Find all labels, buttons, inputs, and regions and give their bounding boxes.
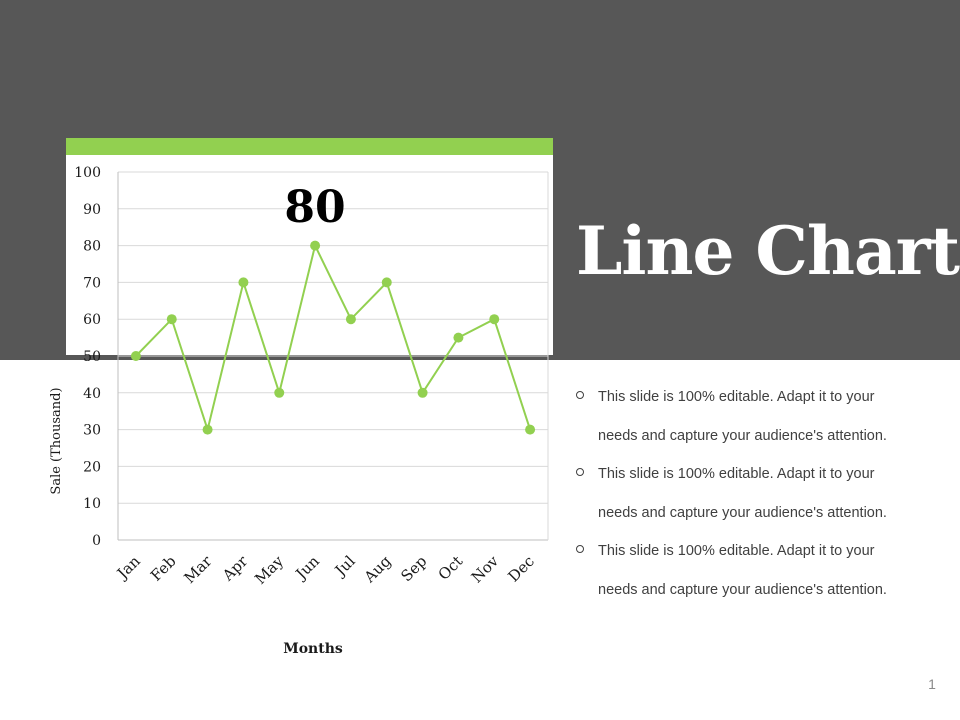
x-tick-label: Dec [504, 552, 537, 585]
peak-callout: 80 [284, 182, 345, 233]
data-point [310, 240, 321, 251]
series-layer [130, 240, 536, 435]
data-point [130, 351, 141, 361]
circle-bullet-icon [576, 468, 584, 476]
bullet-item: This slide is 100% editable. Adapt it to… [576, 532, 946, 609]
axes [117, 172, 549, 541]
x-axis-title: Months [283, 641, 343, 657]
x-tick-label: Jul [330, 552, 359, 581]
bullet-item: This slide is 100% editable. Adapt it to… [576, 455, 946, 532]
data-point [453, 332, 464, 343]
data-point [202, 424, 213, 435]
data-point [166, 314, 177, 325]
data-point [417, 387, 428, 398]
series-line [135, 242, 532, 434]
slide-title: Line Chart [576, 212, 960, 290]
x-tick-label: Oct [435, 552, 467, 584]
data-point [345, 314, 356, 325]
y-tick-label: 20 [83, 459, 101, 475]
circle-bullet-icon [576, 545, 584, 553]
y-tick-label: 80 [83, 239, 101, 255]
y-axis-title: Sale (Thousand) [49, 387, 64, 494]
x-tick-label: Nov [468, 552, 503, 587]
x-tick-label: Mar [180, 552, 216, 588]
data-point [274, 387, 285, 398]
chart-header-bar [66, 138, 553, 155]
y-tick-label: 50 [83, 349, 101, 365]
y-tick-label: 0 [92, 533, 101, 549]
x-tick-label: Sep [397, 552, 430, 585]
bullet-text-line2: needs and capture your audience's attent… [598, 427, 887, 444]
x-tick-label: Apr [218, 552, 252, 586]
bullet-list: This slide is 100% editable. Adapt it to… [576, 378, 946, 609]
x-tick-label: Jun [291, 552, 323, 584]
circle-bullet-icon [576, 391, 584, 399]
x-tick-label: Aug [360, 552, 395, 587]
bullet-item: This slide is 100% editable. Adapt it to… [576, 378, 946, 455]
y-tick-label: 100 [74, 165, 101, 181]
data-point [381, 277, 392, 288]
bullet-text-line1: This slide is 100% editable. Adapt it to… [598, 466, 875, 482]
bullet-text-line1: This slide is 100% editable. Adapt it to… [598, 543, 875, 559]
y-tick-label: 40 [83, 386, 101, 402]
x-tick-label: Jan [112, 552, 144, 584]
y-tick-label: 70 [83, 275, 101, 291]
y-tick-labels: 0 10 20 30 40 50 60 70 80 90 100 [74, 165, 101, 549]
bullet-text-line1: This slide is 100% editable. Adapt it to… [598, 389, 875, 405]
bullet-text-line2: needs and capture your audience's attent… [598, 504, 887, 521]
data-point [238, 277, 249, 288]
x-tick-label: Feb [147, 552, 180, 585]
y-tick-label: 60 [83, 312, 101, 328]
data-point [525, 424, 536, 435]
gridlines [118, 171, 548, 504]
y-tick-label: 10 [83, 496, 101, 512]
bullet-text-line2: needs and capture your audience's attent… [598, 581, 887, 598]
x-tick-labels: Jan Feb Mar Apr May Jun Jul Aug Sep Oct Nov Dec [112, 552, 538, 588]
y-tick-label: 30 [83, 423, 101, 439]
page-number: 1 [928, 676, 936, 692]
y-tick-label: 90 [83, 202, 101, 218]
x-tick-label: May [251, 552, 287, 588]
data-point [489, 314, 500, 325]
